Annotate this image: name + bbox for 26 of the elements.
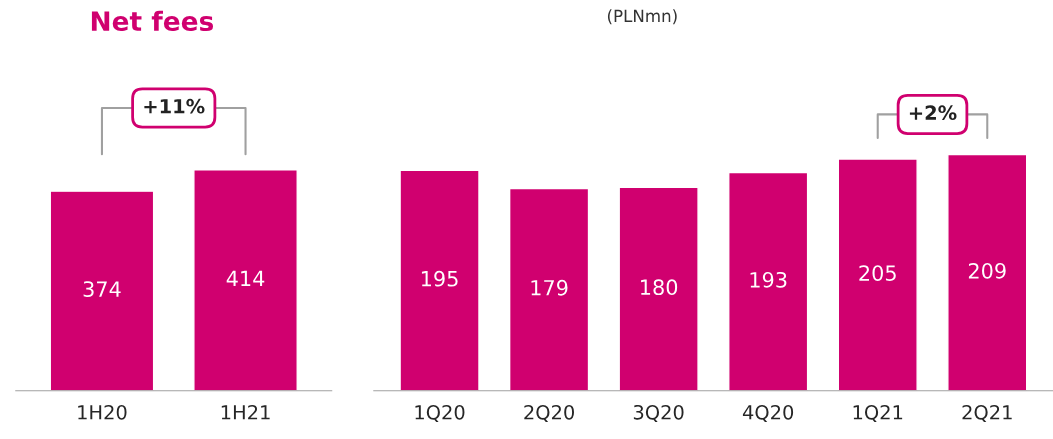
x-tick-label: 2Q20 — [524, 404, 575, 422]
x-tick-label: 1Q21 — [853, 404, 903, 422]
data-label: 205 — [859, 265, 896, 281]
bar — [508, 187, 590, 391]
data-label: 209 — [968, 262, 1006, 279]
x-tick-label: 4Q20 — [742, 404, 794, 422]
chart-title: Net fees — [91, 10, 214, 32]
bar — [837, 158, 918, 391]
data-label: 195 — [421, 270, 458, 287]
bar — [947, 153, 1028, 391]
bar — [399, 169, 480, 391]
data-label: 193 — [750, 271, 787, 288]
data-label: 180 — [641, 279, 678, 296]
x-tick-label: 1H20 — [78, 404, 127, 420]
bar — [618, 186, 699, 391]
text: +11% — [144, 98, 205, 114]
x-tick-label: 3Q20 — [633, 404, 684, 422]
data-label: 179 — [531, 279, 568, 296]
text: +2% — [909, 105, 957, 121]
chart-subtitle: (PLNmn) — [607, 9, 677, 25]
data-label: 414 — [226, 270, 265, 286]
x-tick-label: 2Q21 — [962, 404, 1012, 422]
x-tick-label: 1H21 — [221, 404, 270, 420]
bar — [728, 171, 809, 391]
x-tick-label: 1Q20 — [415, 404, 465, 422]
data-label: 374 — [83, 281, 121, 297]
